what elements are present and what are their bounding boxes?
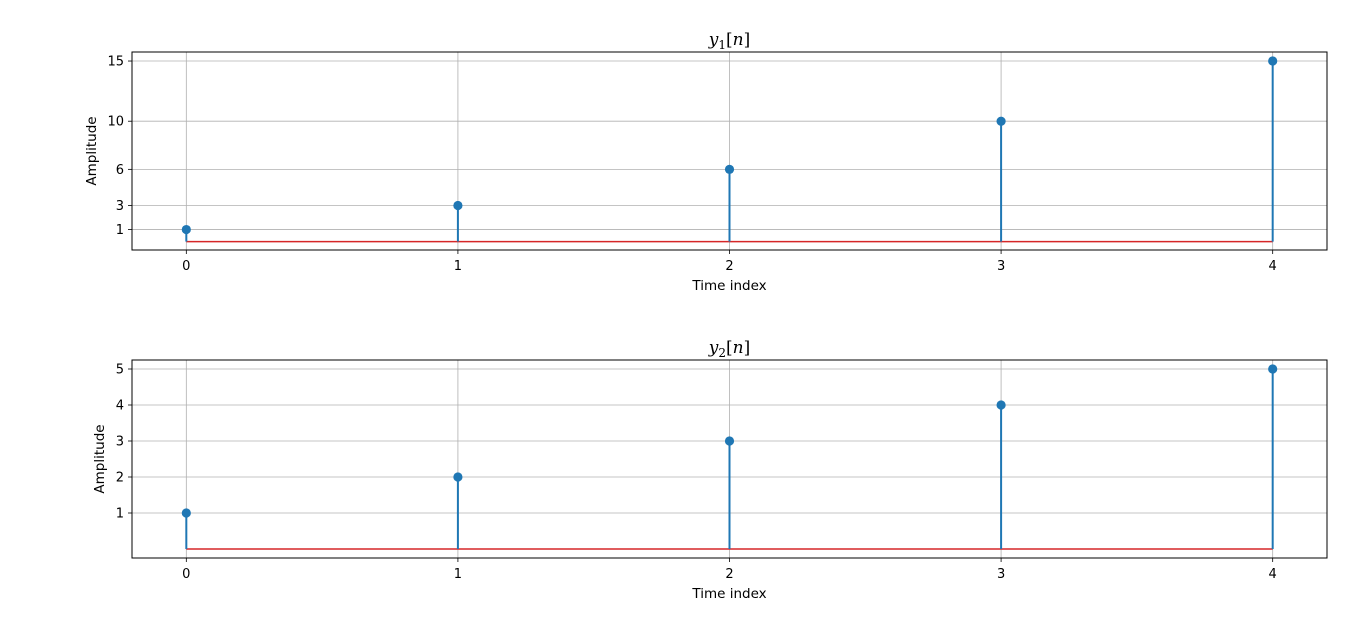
title-base: y [708,338,719,358]
title-variable: n [733,338,744,358]
stem-marker [181,224,191,235]
y-tick-label: 10 [107,115,124,130]
y-tick-label: 6 [116,163,124,178]
stem-marker [724,436,735,446]
y-tick-label: 2 [116,471,124,486]
stem-marker [181,508,191,518]
x-tick-label: 4 [1269,259,1277,274]
y-tick-label: 5 [116,363,124,378]
x-tick-label: 3 [997,567,1005,582]
y-tick-label: 1 [116,507,124,522]
x-tick-label: 0 [182,259,190,274]
stem-marker [453,472,463,482]
x-tick-label: 4 [1269,567,1277,582]
x-tick-label: 2 [725,259,733,274]
x-tick-label: 1 [454,567,462,582]
x-axis-label: Time index [691,278,766,294]
x-tick-label: 1 [454,259,462,274]
y-tick-label: 4 [116,399,124,414]
stem-marker [996,400,1006,410]
y-tick-label: 3 [116,199,124,214]
stem-marker [1268,56,1278,66]
title-open-bracket: [ [726,30,733,50]
x-tick-label: 0 [182,567,190,582]
title-variable: n [733,30,744,50]
y-tick-label: 1 [116,223,124,238]
stem-marker [453,200,463,211]
x-axis-label: Time index [691,586,766,602]
title-subscript: 2 [718,346,726,360]
stem-marker [724,164,735,174]
y-axis-label: Amplitude [92,424,108,493]
x-tick-label: 2 [725,567,733,582]
title-open-bracket: [ [726,338,733,358]
title-subscript: 1 [718,38,726,52]
title-close-bracket: ] [744,30,751,50]
plot-title: y1[n] [708,30,750,52]
stem-marker [1268,364,1278,374]
y-axis-label: Amplitude [84,116,100,185]
y-tick-label: 15 [107,55,124,70]
plot-title: y2[n] [708,338,750,360]
x-tick-label: 3 [997,259,1005,274]
title-base: y [708,30,719,50]
stem-marker [996,116,1006,126]
y-tick-label: 3 [116,435,124,450]
title-close-bracket: ] [744,338,751,358]
